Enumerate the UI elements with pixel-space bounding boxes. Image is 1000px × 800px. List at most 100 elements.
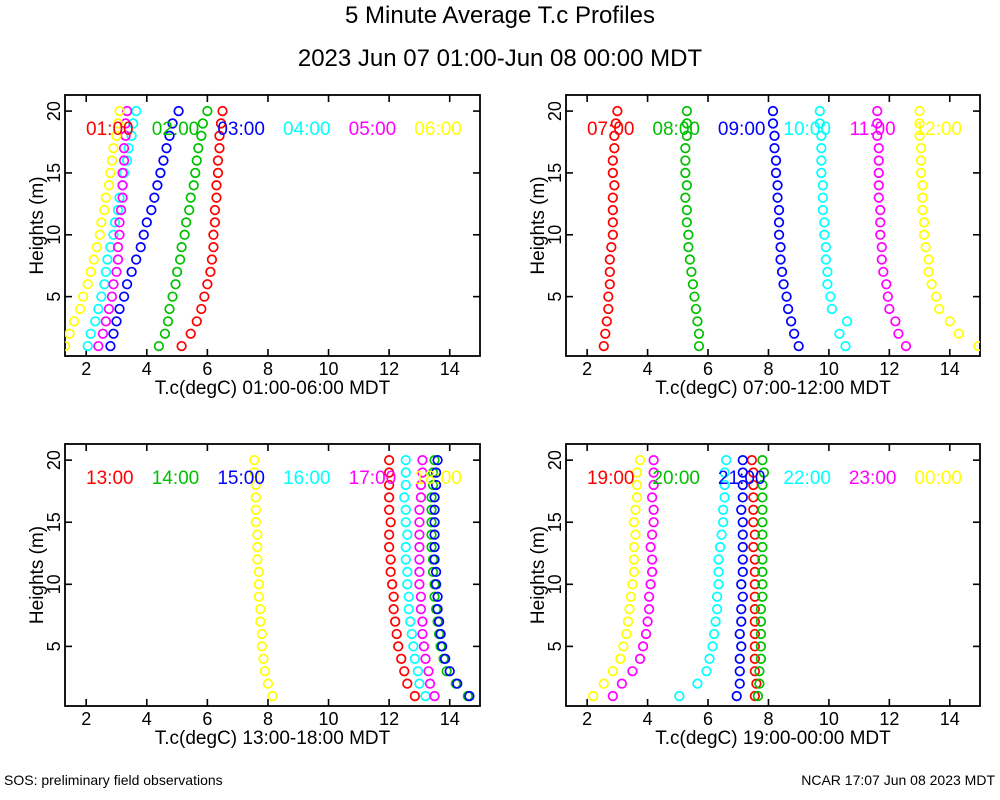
data-point	[767, 105, 779, 117]
data-point	[684, 254, 696, 265]
data-point	[915, 143, 927, 154]
data-point	[185, 328, 196, 339]
data-point	[607, 155, 618, 166]
data-point	[383, 467, 395, 478]
data-point	[681, 105, 693, 117]
data-point	[215, 118, 227, 129]
data-point	[822, 266, 833, 278]
data-point	[114, 229, 125, 240]
legend-label: 06:00	[414, 119, 462, 140]
legend-label: 21:00	[718, 468, 766, 489]
data-point	[399, 492, 410, 503]
data-point	[452, 678, 463, 689]
data-point	[752, 690, 764, 702]
data-point	[109, 217, 121, 228]
data-point	[646, 529, 658, 540]
data-point	[406, 628, 417, 640]
data-point	[736, 504, 747, 515]
data-point	[176, 340, 187, 352]
data-point	[118, 291, 130, 302]
data-point	[773, 204, 785, 216]
data-point	[205, 266, 216, 278]
data-point	[755, 628, 767, 640]
data-point	[212, 155, 224, 166]
data-point	[249, 454, 260, 466]
data-point	[383, 504, 395, 515]
legend-label: 11:00	[850, 119, 896, 140]
data-point	[776, 266, 788, 278]
y-tick-label: 10	[44, 574, 64, 594]
data-point	[721, 454, 732, 466]
data-point	[749, 653, 761, 664]
data-point	[173, 105, 184, 117]
data-point	[878, 266, 889, 278]
data-point	[953, 328, 964, 339]
y-tick-label: 5	[545, 292, 565, 302]
data-point	[755, 653, 767, 664]
data-point	[97, 328, 109, 339]
data-point	[607, 192, 618, 203]
data-point	[414, 541, 425, 553]
data-point	[414, 678, 425, 689]
data-point	[713, 579, 724, 590]
data-point	[179, 229, 190, 240]
data-point	[917, 192, 928, 203]
plot-border	[565, 443, 981, 707]
x-tick-label: 8	[763, 359, 773, 379]
x-tick-label: 14	[440, 709, 460, 729]
data-point	[648, 467, 659, 478]
data-point	[88, 254, 99, 265]
data-point	[681, 118, 693, 129]
legend-label: 05:00	[349, 119, 397, 140]
data-point	[680, 167, 691, 179]
data-point	[681, 180, 693, 191]
data-point	[820, 254, 832, 265]
legend-label: 04:00	[283, 119, 331, 140]
data-point	[402, 678, 413, 689]
data-point	[429, 492, 440, 503]
y-tick-label: 10	[44, 225, 64, 245]
data-point	[65, 340, 71, 352]
data-point	[100, 192, 112, 203]
data-point	[429, 504, 440, 515]
data-point	[681, 130, 693, 141]
series-0000	[588, 454, 646, 702]
x-tick-label: 12	[379, 359, 399, 379]
data-point	[637, 641, 649, 652]
data-point	[757, 492, 768, 503]
data-point	[417, 616, 428, 627]
data-point	[420, 690, 431, 702]
data-point	[82, 279, 93, 290]
panel-3: 2 4 6 8 10 12 14 5 10 15 20 T.c(degC) 13:00-18:00 M…	[27, 443, 481, 749]
data-point	[785, 316, 797, 327]
data-point	[775, 241, 786, 253]
legend-label: 08:00	[652, 119, 700, 140]
data-point	[737, 566, 748, 578]
data-point	[772, 180, 783, 191]
data-point	[772, 192, 783, 203]
data-point	[106, 291, 118, 302]
data-point	[645, 579, 656, 590]
x-axis-label: T.c(degC) 19:00-00:00 MDT	[655, 728, 891, 749]
data-point	[253, 566, 265, 578]
data-point	[736, 641, 747, 652]
data-point	[737, 479, 748, 491]
data-point	[873, 180, 884, 191]
data-point	[600, 328, 611, 339]
x-tick-label: 8	[263, 709, 273, 729]
x-tick-label: 6	[202, 359, 212, 379]
data-point	[409, 690, 421, 702]
data-point	[131, 254, 142, 265]
data-point	[713, 566, 724, 578]
data-point	[606, 241, 617, 253]
data-point	[415, 603, 427, 615]
data-point	[628, 566, 640, 578]
y-tick-label: 15	[545, 512, 565, 532]
data-point	[770, 155, 782, 166]
series-0900	[767, 105, 804, 352]
legend-label: 12:00	[914, 119, 962, 140]
data-point	[267, 690, 278, 702]
data-point	[686, 266, 697, 278]
data-point	[749, 529, 761, 540]
data-point	[704, 653, 715, 664]
